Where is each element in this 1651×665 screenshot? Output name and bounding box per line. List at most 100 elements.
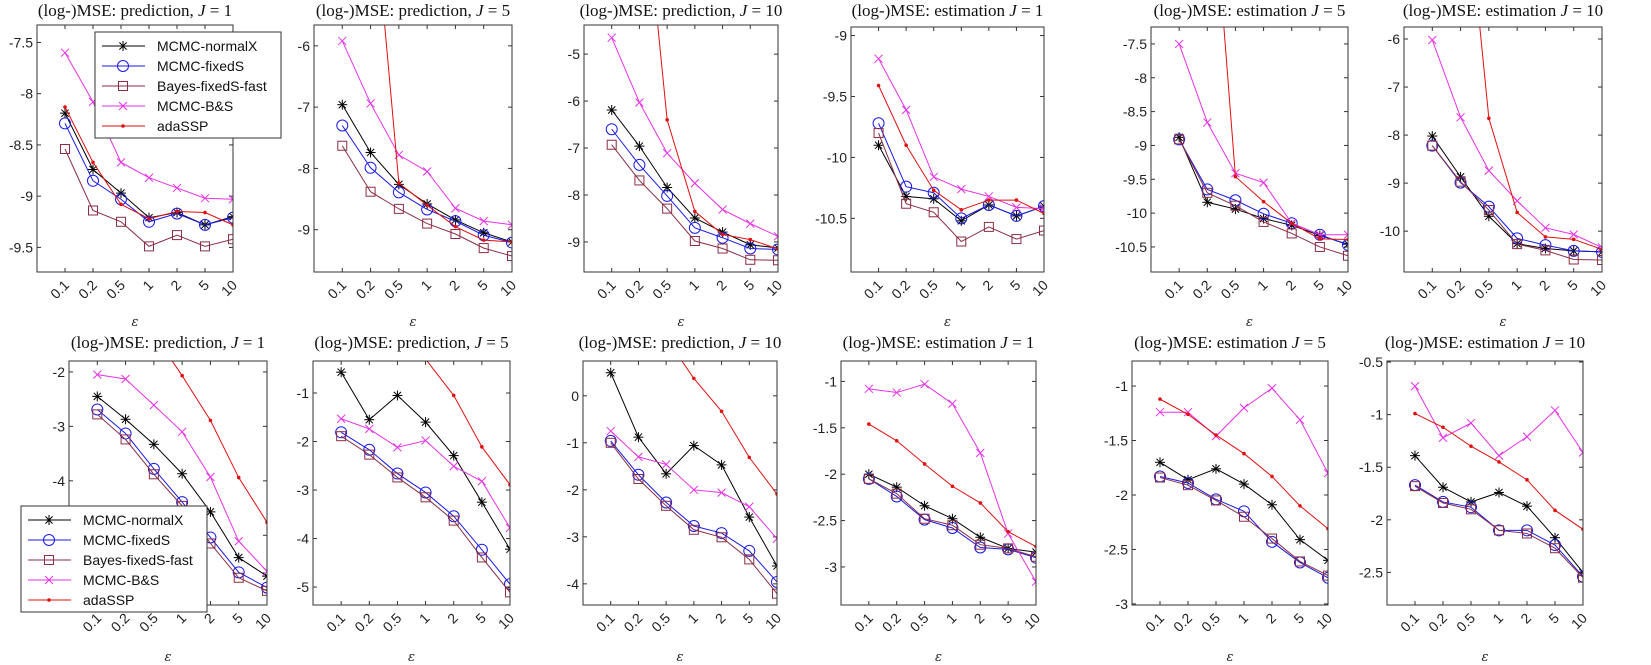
x-tick-label: 0.5: [379, 610, 404, 635]
dot-marker: [1186, 412, 1190, 417]
subplot-9: 0 -1 -2 -3 -4 0.1 0.2 0.5 1 2 5 10 (log-)MSE: predic…: [567, 333, 785, 665]
x-tick-label: 5: [195, 277, 212, 294]
dot-marker: [236, 475, 241, 480]
cross-stroke: [1541, 223, 1550, 233]
series-line: [1414, 455, 1583, 573]
data-point: [744, 554, 755, 565]
circle-marker: [604, 434, 617, 447]
data-point: [1553, 508, 1557, 513]
axes-box: [850, 26, 1045, 273]
data-point: [120, 434, 131, 445]
cross-stroke: [1039, 204, 1044, 210]
y-tick-label: -1: [825, 373, 838, 389]
series-mcmc-b-s: [1174, 39, 1348, 240]
circle-marker: [1493, 524, 1505, 537]
y-tick-label: -8: [1388, 127, 1401, 143]
series-mcmc-fixeds: [1173, 133, 1348, 251]
series-line: [341, 145, 512, 257]
data-point: [1295, 534, 1305, 545]
y-tick-label: -6: [298, 38, 311, 54]
asterisk-stroke: [234, 553, 243, 562]
data-point: [1494, 487, 1504, 498]
cross-stroke: [116, 157, 126, 167]
data-point: [606, 426, 616, 436]
y-tick-label: -2: [567, 482, 580, 498]
series-line: [878, 123, 1044, 219]
series-line: [341, 40, 512, 226]
data-point: [1466, 418, 1476, 428]
subplot-title: (log-)MSE: prediction, J = 1: [71, 333, 265, 352]
circle-marker: [661, 189, 674, 202]
square-marker: [1494, 525, 1504, 536]
x-axis-label: ε: [1227, 650, 1234, 665]
square-marker: [148, 469, 159, 480]
data-point: [1202, 197, 1213, 208]
data-point: [451, 393, 456, 398]
data-point: [1410, 450, 1420, 461]
dot-marker: [180, 373, 184, 378]
series-mcmc-b-s: [607, 33, 778, 241]
data-point: [143, 215, 155, 228]
series-line: [878, 132, 1044, 243]
dot-marker: [1242, 451, 1246, 456]
data-point: [744, 242, 757, 255]
data-point: [1202, 187, 1213, 198]
circle-marker: [117, 60, 129, 72]
data-point: [862, 472, 875, 485]
y-tick-label: -9.5: [823, 88, 847, 104]
x-tick-label: 1: [1507, 277, 1524, 294]
x-axis-label: ε: [677, 650, 684, 665]
square-marker: [420, 492, 431, 503]
y-tick-label: -9.5: [9, 239, 33, 255]
asterisk-stroke: [874, 141, 883, 150]
dot-marker: [453, 224, 458, 229]
data-point: [236, 475, 241, 480]
dot-marker: [1261, 199, 1266, 204]
data-point: [453, 224, 458, 229]
cross-stroke: [874, 54, 883, 64]
data-point: [396, 328, 400, 332]
square-marker: [507, 251, 512, 262]
data-point: [234, 536, 244, 546]
dot-marker: [175, 209, 179, 214]
legend-item: MCMC-B&S: [102, 98, 233, 114]
cross-stroke: [1174, 39, 1184, 49]
data-point: [744, 512, 755, 523]
cross-stroke: [172, 183, 182, 193]
data-point: [1233, 174, 1238, 179]
cross-stroke: [1597, 243, 1602, 249]
cross-stroke: [1597, 246, 1602, 252]
data-point: [1012, 203, 1021, 212]
data-point: [507, 251, 512, 262]
circle-marker: [43, 534, 55, 546]
series-line: [1178, 43, 1348, 236]
data-point: [365, 186, 376, 197]
circle-marker: [688, 221, 701, 234]
data-point: [336, 367, 347, 378]
data-point: [1465, 501, 1477, 514]
data-point: [901, 198, 912, 209]
circle-marker: [504, 578, 510, 591]
asterisk-stroke: [1212, 464, 1220, 473]
data-point: [397, 181, 401, 185]
data-point: [1540, 245, 1551, 256]
series-mcmc-b-s: [874, 54, 1044, 213]
square-marker: [1483, 205, 1494, 216]
circle-marker: [1342, 238, 1348, 251]
cross-stroke: [505, 527, 510, 533]
square-marker: [901, 198, 912, 209]
data-point: [632, 468, 645, 481]
square-marker: [422, 218, 433, 229]
data-point: [1541, 223, 1550, 233]
square-marker: [634, 175, 645, 186]
y-tick-label: -9: [835, 28, 848, 44]
x-tick-label: 0.2: [75, 277, 100, 302]
series-bayes-fixeds-fast: [337, 140, 512, 262]
data-point: [1522, 432, 1532, 442]
data-point: [929, 172, 939, 182]
series-line: [340, 418, 510, 529]
series-adassp: [63, 105, 233, 227]
asterisk-stroke: [1428, 132, 1437, 141]
y-tick-label: -2.5: [813, 513, 837, 529]
